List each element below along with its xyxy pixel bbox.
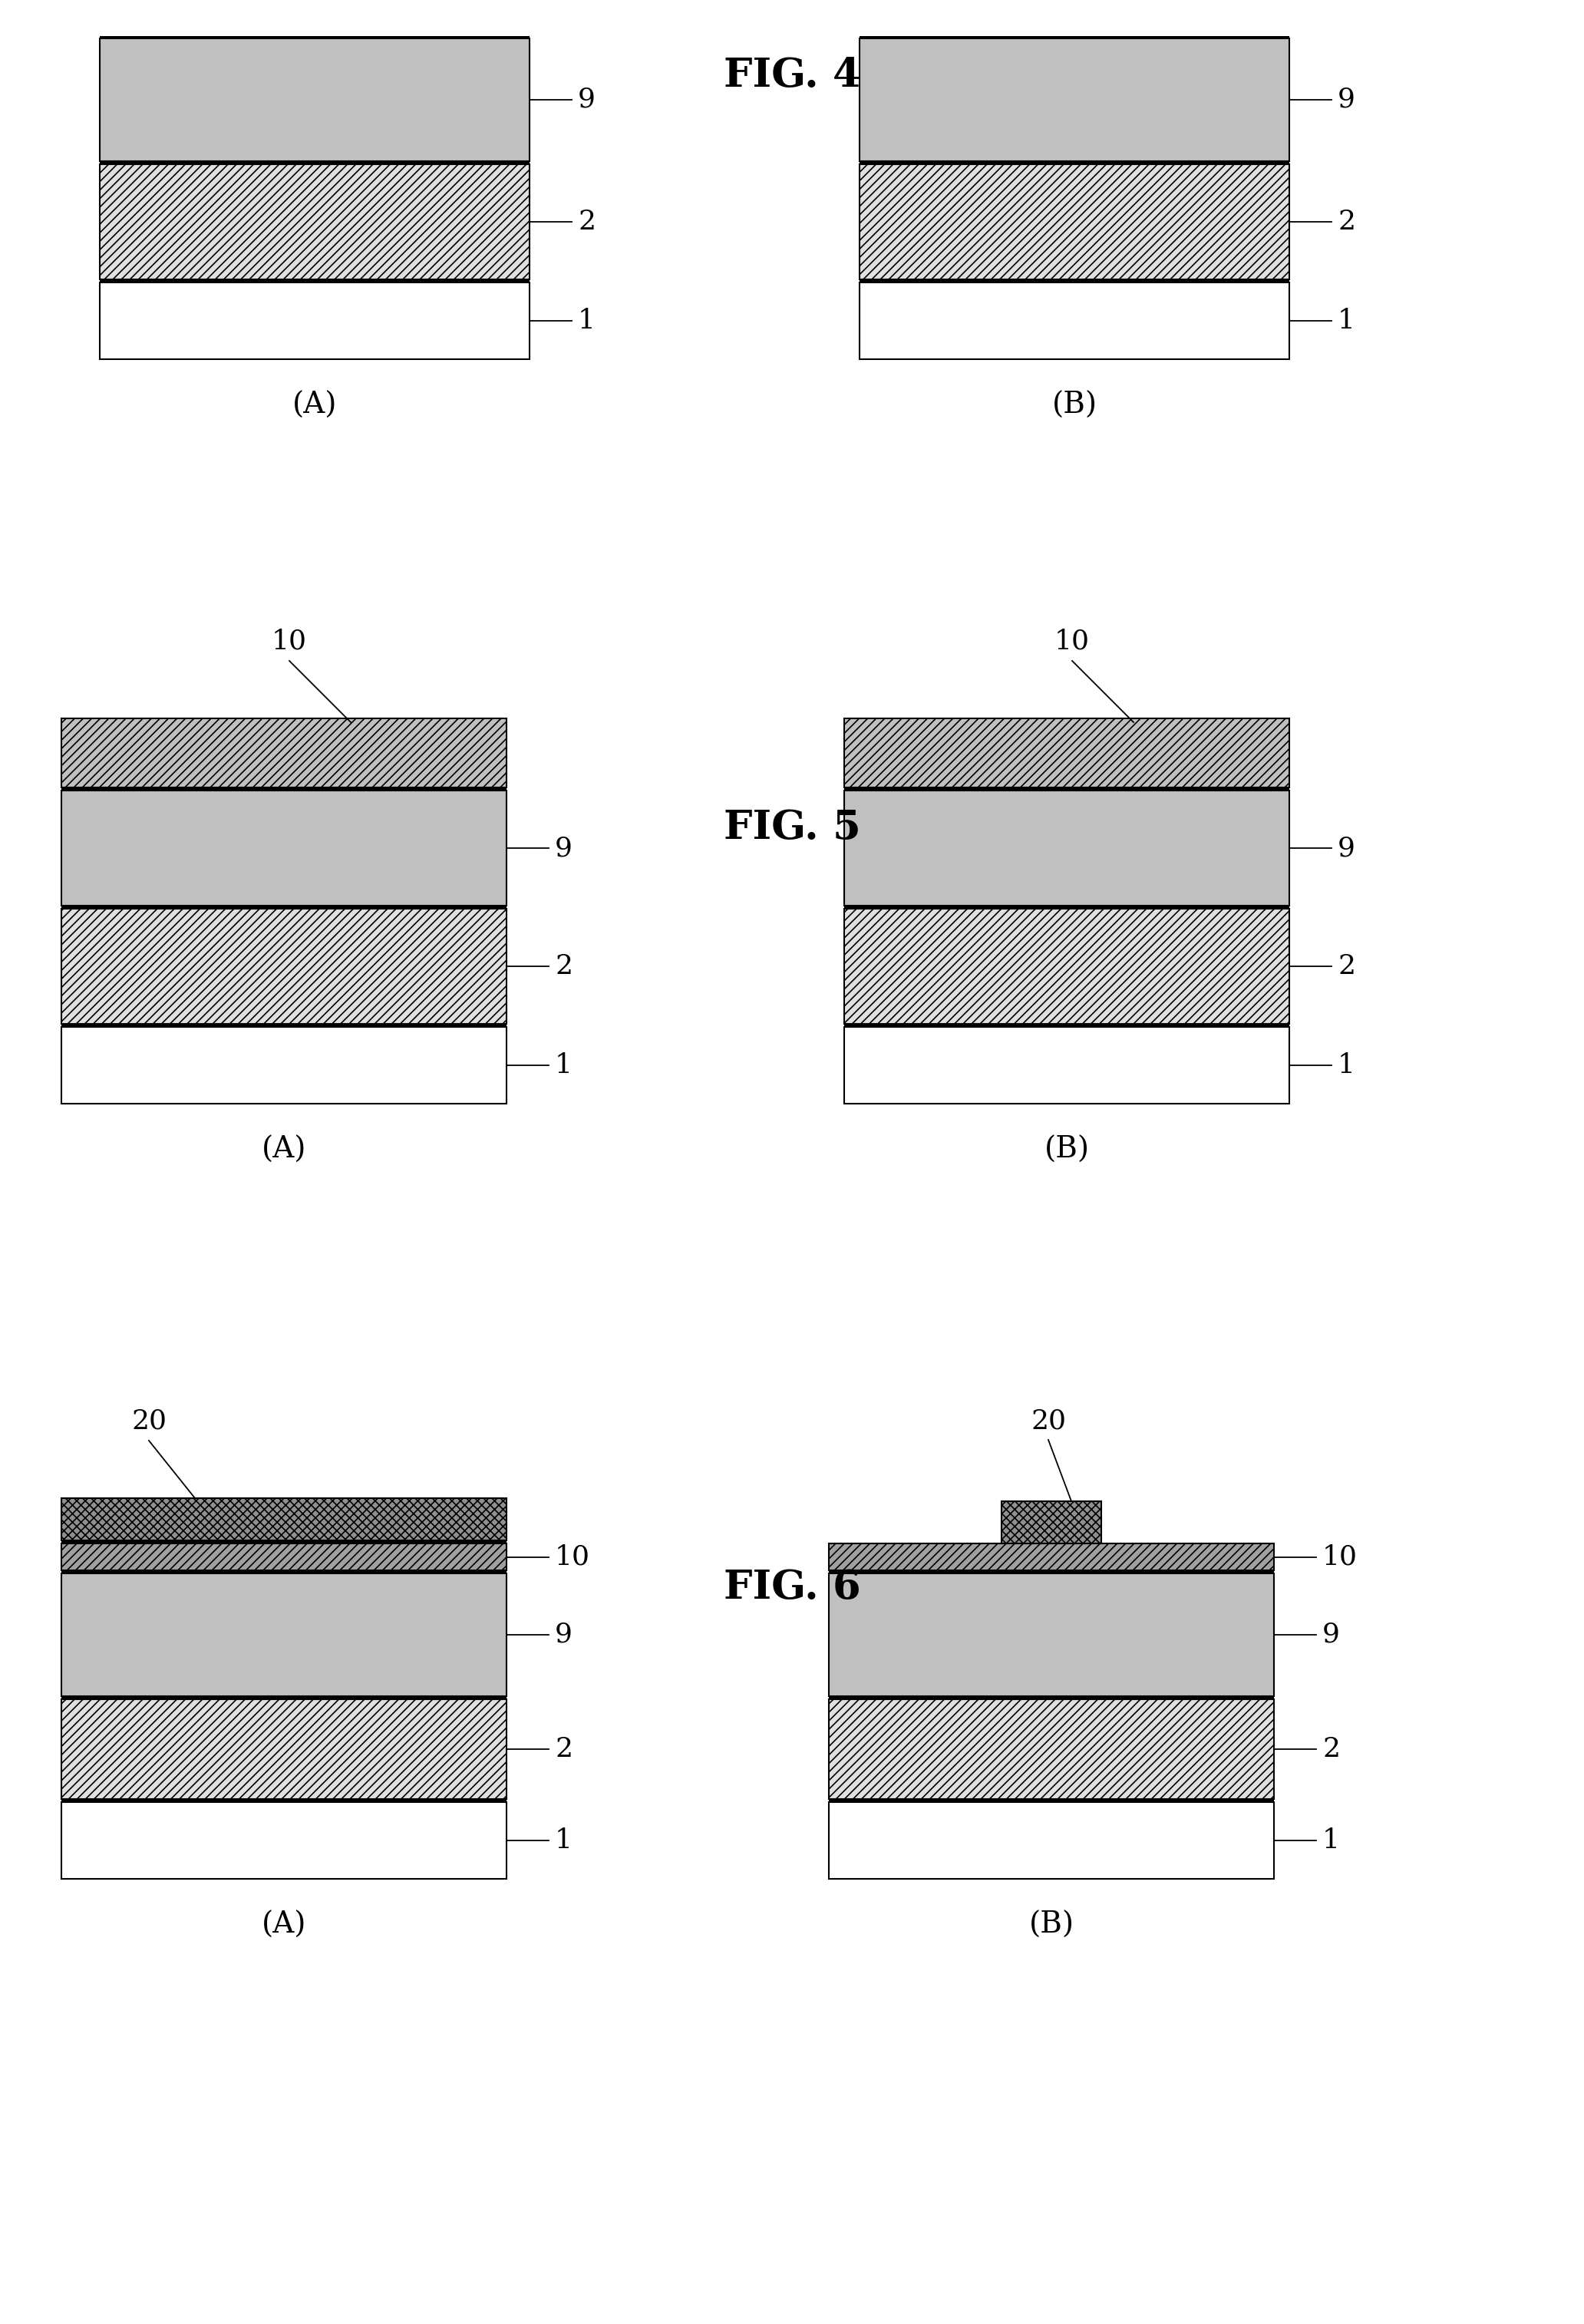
Bar: [828, 1801, 1274, 1878]
Text: 1: 1: [1323, 1827, 1340, 1855]
Bar: [844, 718, 1289, 788]
Text: 2: 2: [578, 209, 596, 235]
Text: (A): (A): [291, 390, 337, 418]
Text: 1: 1: [554, 1827, 572, 1855]
Bar: [62, 1027, 507, 1104]
Text: 10: 10: [554, 1543, 591, 1571]
Bar: [100, 284, 529, 360]
Text: (A): (A): [261, 1910, 306, 1938]
Text: FIG. 4: FIG. 4: [724, 56, 860, 95]
Text: 1: 1: [578, 307, 596, 335]
Bar: [62, 1499, 507, 1541]
Text: 9: 9: [1337, 86, 1356, 114]
Text: 20: 20: [131, 1408, 166, 1434]
Bar: [62, 909, 507, 1025]
Text: 9: 9: [554, 1622, 572, 1648]
Bar: [62, 1699, 507, 1799]
Text: 2: 2: [554, 1736, 572, 1762]
Text: 10: 10: [1323, 1543, 1357, 1571]
Text: 10: 10: [1055, 627, 1090, 655]
Text: (B): (B): [1028, 1910, 1074, 1938]
Text: 9: 9: [578, 86, 596, 114]
Bar: [860, 284, 1289, 360]
Text: 9: 9: [554, 834, 572, 862]
Text: 2: 2: [554, 953, 572, 978]
Text: (A): (A): [261, 1136, 306, 1164]
Text: 2: 2: [1337, 209, 1356, 235]
Bar: [100, 40, 529, 160]
Bar: [828, 1543, 1274, 1571]
Text: FIG. 6: FIG. 6: [724, 1569, 860, 1606]
Text: 2: 2: [1337, 953, 1356, 978]
Bar: [828, 1573, 1274, 1697]
Text: 9: 9: [1337, 834, 1356, 862]
Text: FIG. 5: FIG. 5: [724, 809, 860, 846]
Bar: [62, 718, 507, 788]
Text: 10: 10: [272, 627, 307, 655]
Bar: [860, 165, 1289, 279]
Text: 1: 1: [1337, 307, 1356, 335]
Bar: [844, 1027, 1289, 1104]
Bar: [62, 790, 507, 906]
Bar: [844, 909, 1289, 1025]
Text: (B): (B): [1052, 390, 1098, 418]
Text: 1: 1: [1337, 1053, 1356, 1078]
Bar: [100, 165, 529, 279]
Text: 20: 20: [1031, 1408, 1066, 1434]
Bar: [828, 1699, 1274, 1799]
Bar: [844, 790, 1289, 906]
Text: 1: 1: [554, 1053, 572, 1078]
Text: (B): (B): [1044, 1136, 1090, 1164]
Bar: [62, 1573, 507, 1697]
Bar: [1001, 1501, 1101, 1543]
Bar: [62, 1801, 507, 1878]
Text: 2: 2: [1323, 1736, 1340, 1762]
Bar: [860, 40, 1289, 160]
Text: 9: 9: [1323, 1622, 1340, 1648]
Bar: [62, 1543, 507, 1571]
